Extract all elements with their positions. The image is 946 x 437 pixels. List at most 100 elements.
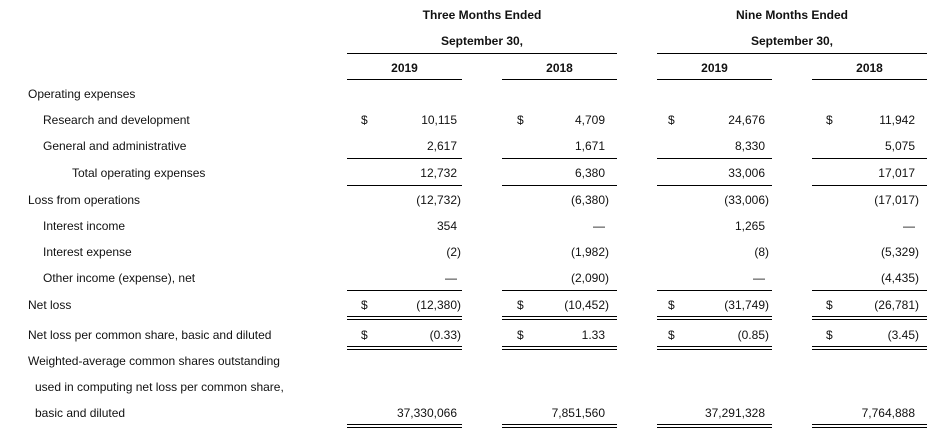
table-cell: (0.33) [429,328,461,342]
row-label-interest-expense: Interest expense [43,245,132,259]
table-cell: 7,764,888 [861,406,915,420]
table-cell: (10,452) [564,298,609,312]
table-cell: — [593,219,605,233]
header-nine-months: Nine Months Ended [736,8,848,22]
table-cell: (6,380) [570,193,609,207]
year-rule [502,79,617,80]
year-header: 2018 [856,61,883,75]
table-cell: (17,017) [874,193,919,207]
currency-symbol: $ [517,328,524,342]
currency-symbol: $ [361,298,368,312]
year-rule [812,79,927,80]
year-header: 2019 [701,61,728,75]
double-rule [657,316,772,320]
table-cell: (2,090) [570,271,609,285]
table-cell: (5,329) [880,245,919,259]
table-cell: 37,291,328 [704,406,765,420]
currency-symbol: $ [517,113,524,127]
currency-symbol: $ [668,113,675,127]
table-cell: 37,330,066 [396,406,457,420]
header-rule [657,53,927,54]
row-label-interest-income: Interest income [43,219,126,233]
table-cell: 1.33 [581,328,605,342]
row-label-total-operating: Total operating expenses [72,166,206,180]
double-rule [657,424,772,428]
table-cell: 24,676 [728,113,765,127]
row-label-weighted-average: Weighted-average common shares outstandi… [28,354,280,368]
row-label-weighted-average-cont: used in computing net loss per common sh… [35,380,284,394]
header-nine-months-date: September 30, [750,34,834,48]
currency-symbol: $ [826,298,833,312]
year-header: 2019 [391,61,418,75]
double-rule [347,316,462,320]
table-cell: (3.45) [887,328,919,342]
total-rule [657,185,772,186]
table-cell: 1,265 [734,219,765,233]
table-cell: 2,617 [426,139,457,153]
table-cell: 7,851,560 [551,406,605,420]
table-cell: 33,006 [728,166,765,180]
double-rule [502,346,617,350]
table-cell: 5,075 [884,139,915,153]
net-loss-rule [812,290,927,291]
currency-symbol: $ [668,328,675,342]
table-cell: — [445,271,457,285]
row-label-general-admin: General and administrative [43,139,187,153]
table-cell: (1,982) [570,245,609,259]
currency-symbol: $ [826,328,833,342]
double-rule [347,424,462,428]
table-cell: (4,435) [880,271,919,285]
currency-symbol: $ [668,298,675,312]
row-label-other-income: Other income (expense), net [43,271,196,285]
double-rule [347,346,462,350]
net-loss-rule [347,290,462,291]
double-rule [502,316,617,320]
table-cell: 11,942 [879,113,915,127]
subtotal-rule [812,158,927,159]
table-cell: — [903,219,915,233]
subtotal-rule [657,158,772,159]
table-cell: — [753,271,765,285]
row-label-operating-expenses: Operating expenses [28,87,136,101]
header-three-months: Three Months Ended [422,8,542,22]
row-label-loss-from-operations: Loss from operations [28,193,141,207]
row-label-net-loss: Net loss [28,298,72,312]
year-rule [657,79,772,80]
currency-symbol: $ [361,328,368,342]
table-cell: 6,380 [574,166,605,180]
row-label-basic-diluted: basic and diluted [35,406,126,420]
table-cell: 1,671 [574,139,605,153]
table-cell: 354 [436,219,457,233]
currency-symbol: $ [361,113,368,127]
header-rule [347,53,617,54]
table-cell: 17,017 [878,166,915,180]
total-rule [502,185,617,186]
double-rule [812,424,927,428]
net-loss-rule [657,290,772,291]
table-cell: (0.85) [737,328,769,342]
currency-symbol: $ [826,113,833,127]
double-rule [657,346,772,350]
total-rule [347,185,462,186]
table-cell: (31,749) [724,298,769,312]
header-three-months-date: September 30, [440,34,524,48]
double-rule [812,346,927,350]
table-cell: 12,732 [420,166,457,180]
subtotal-rule [347,158,462,159]
currency-symbol: $ [517,298,524,312]
double-rule [812,316,927,320]
table-cell: (12,380) [416,298,461,312]
table-cell: (2) [446,245,461,259]
row-label-net-loss-per-share: Net loss per common share, basic and dil… [28,328,272,342]
table-cell: (12,732) [416,193,461,207]
row-label-research: Research and development [43,113,190,127]
year-rule [347,79,462,80]
net-loss-rule [502,290,617,291]
table-cell: 8,330 [734,139,765,153]
double-rule [502,424,617,428]
table-cell: (8) [754,245,769,259]
table-cell: 10,115 [421,113,457,127]
subtotal-rule [502,158,617,159]
table-cell: (26,781) [874,298,919,312]
table-cell: 4,709 [574,113,605,127]
